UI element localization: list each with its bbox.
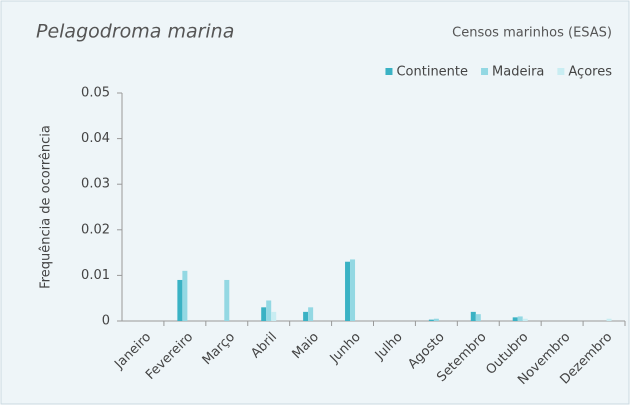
bar (271, 311, 277, 321)
legend-swatch (385, 68, 393, 75)
y-axis-label: Frequência de ocorrência (39, 125, 54, 289)
bar (433, 318, 439, 321)
y-tick-label: 0.04 (81, 131, 110, 146)
y-tick-label: 0.03 (81, 177, 110, 192)
bar (303, 311, 309, 321)
legend-label: Madeira (492, 65, 544, 80)
bar (522, 318, 528, 321)
y-tick-label: 0.01 (81, 268, 110, 283)
bar (475, 314, 481, 321)
bar (177, 279, 183, 321)
y-tick-label: 0.05 (81, 86, 110, 101)
legend-swatch (557, 68, 565, 75)
legend-label: Açores (568, 65, 612, 80)
bar (224, 279, 230, 321)
bar (266, 300, 272, 321)
bar (428, 319, 434, 321)
bar (182, 270, 188, 321)
bar (261, 307, 267, 321)
bar (512, 317, 518, 321)
legend-label: Continente (396, 65, 468, 80)
chart-subtitle: Censos marinhos (ESAS) (452, 26, 612, 41)
chart-title: Pelagodroma marina (36, 21, 234, 43)
bar (345, 261, 351, 321)
y-tick-label: 0 (102, 314, 110, 329)
bar (470, 311, 476, 321)
bar (517, 316, 523, 321)
legend-swatch (481, 68, 489, 75)
bar (350, 259, 356, 321)
y-tick-label: 0.02 (81, 222, 110, 237)
bar (606, 318, 612, 321)
bar (308, 307, 314, 321)
